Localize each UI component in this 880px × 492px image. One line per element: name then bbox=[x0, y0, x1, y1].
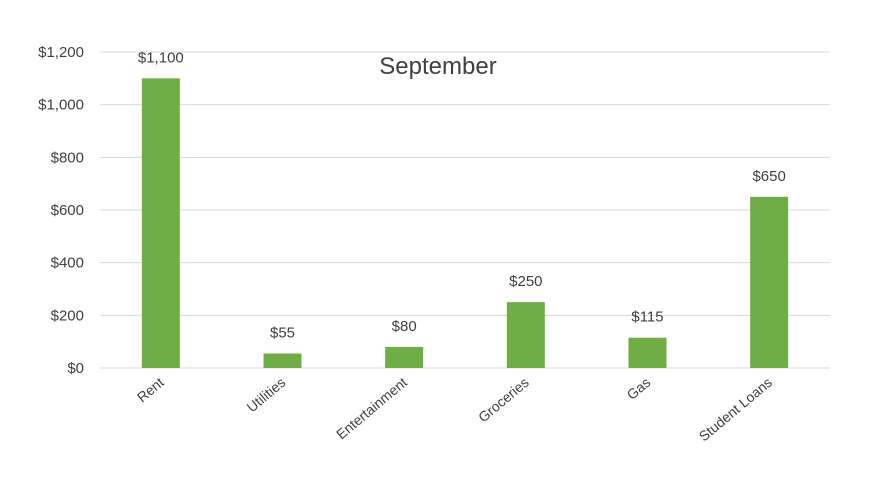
x-category-label: Gas bbox=[623, 374, 653, 403]
bar-gas bbox=[628, 337, 667, 368]
data-label: $80 bbox=[392, 318, 417, 335]
bar-rent bbox=[141, 78, 180, 368]
y-tick-label: $600 bbox=[51, 202, 84, 219]
y-tick-label: $1,000 bbox=[38, 97, 84, 114]
y-tick-label: $800 bbox=[51, 149, 84, 166]
chart-title: September bbox=[379, 53, 496, 80]
x-category-label: Rent bbox=[134, 374, 167, 405]
x-axis-category-labels: Rent Utilities Entertainment Groceries Gas St… bbox=[134, 374, 775, 444]
data-label: $115 bbox=[631, 309, 663, 326]
bar-utilities bbox=[263, 353, 302, 368]
bars bbox=[141, 78, 789, 368]
data-label: $650 bbox=[752, 168, 785, 185]
x-category-label: Entertainment bbox=[333, 374, 410, 442]
data-label: $250 bbox=[509, 273, 542, 290]
bar-groceries bbox=[506, 302, 545, 368]
gridlines bbox=[100, 51, 830, 369]
data-label: $55 bbox=[270, 325, 295, 342]
y-axis-tick-labels: $0 $200 $400 $600 $800 $1,000 $1,200 bbox=[38, 44, 84, 377]
x-category-label: Groceries bbox=[475, 374, 532, 425]
data-labels: $1,100 $55 $80 $250 $115 $650 bbox=[138, 49, 786, 341]
y-tick-label: $0 bbox=[67, 360, 84, 377]
data-label: $1,100 bbox=[138, 49, 184, 66]
y-tick-label: $400 bbox=[51, 255, 84, 272]
x-category-label: Student Loans bbox=[696, 374, 775, 444]
x-category-label: Utilities bbox=[244, 374, 289, 415]
y-tick-label: $200 bbox=[51, 307, 84, 324]
bar-entertainment bbox=[385, 346, 424, 368]
y-tick-label: $1,200 bbox=[38, 44, 84, 61]
bar-student-loans bbox=[750, 196, 789, 368]
